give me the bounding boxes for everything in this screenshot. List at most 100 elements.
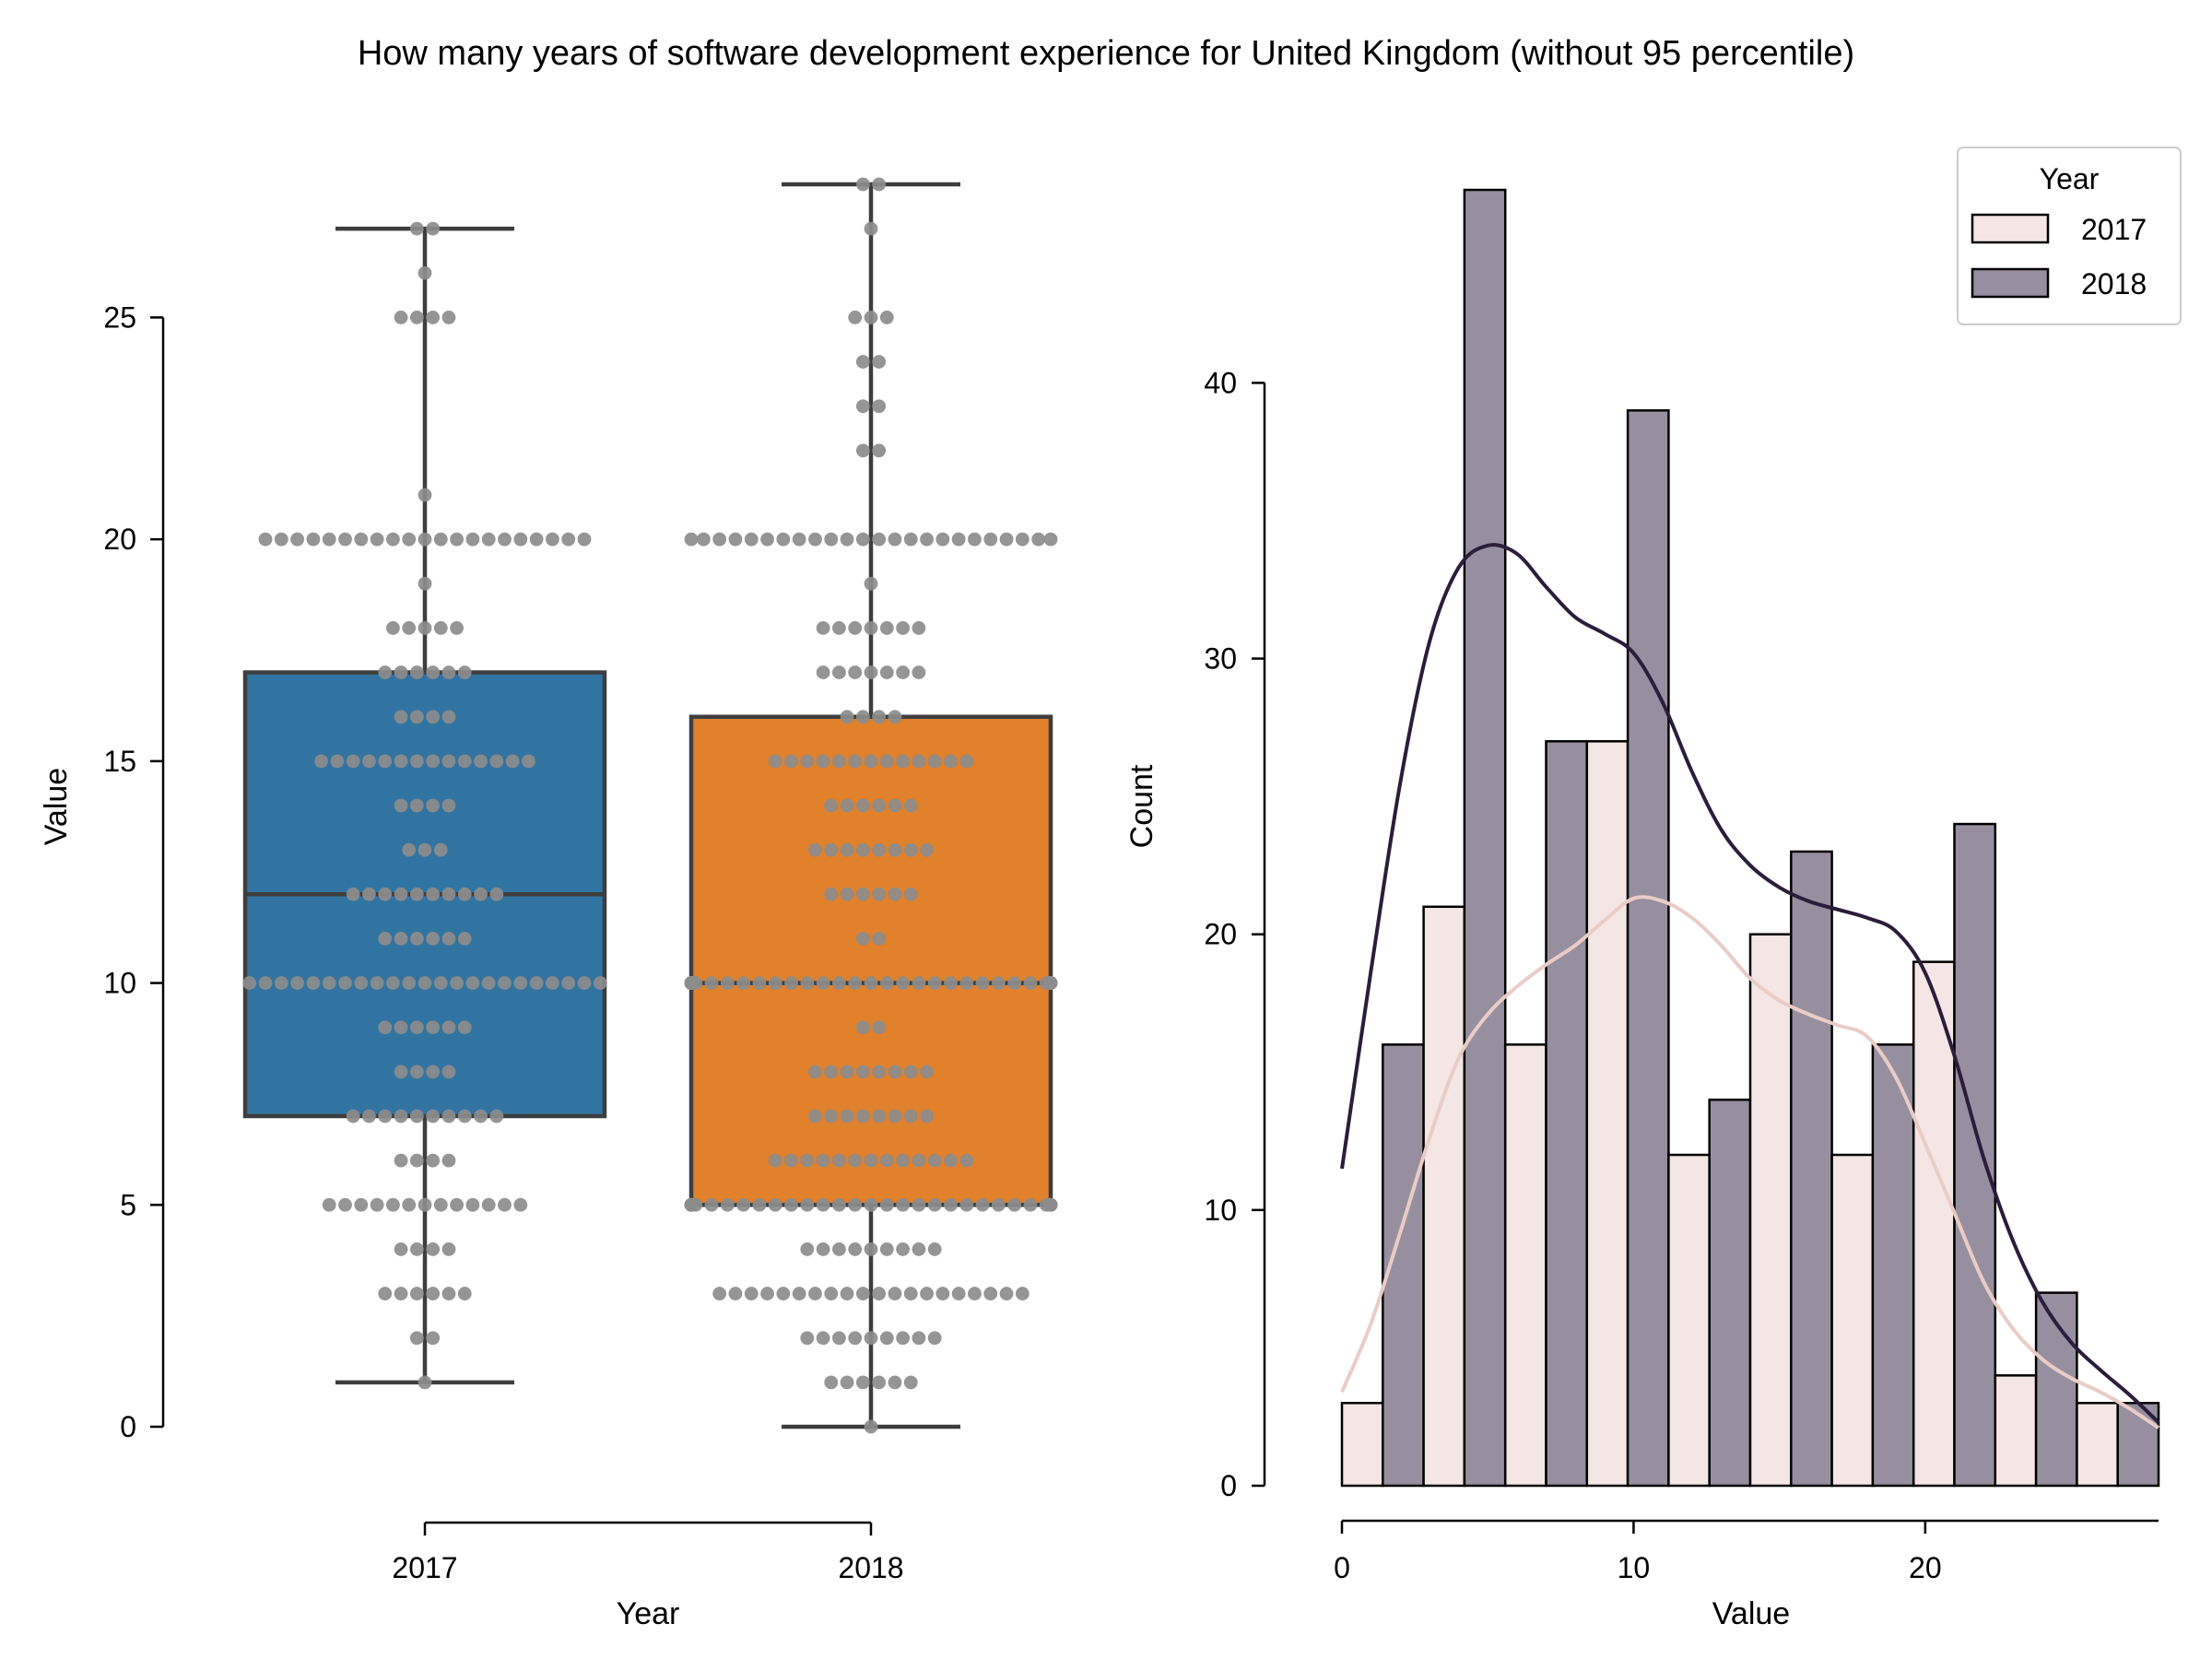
legend-label-2018: 2018 [2081, 267, 2147, 300]
swarm-point-2017 [394, 1287, 408, 1300]
histogram-y-tick-label: 40 [1204, 366, 1237, 399]
swarm-point-2018 [952, 533, 966, 547]
swarm-point-2017 [498, 533, 512, 547]
swarm-point-2017 [426, 1287, 440, 1300]
swarm-point-2017 [394, 888, 408, 901]
swarm-point-2018 [865, 754, 878, 768]
swarm-point-2018 [776, 1287, 790, 1300]
swarm-point-2018 [872, 710, 886, 724]
swarm-point-2018 [808, 1110, 822, 1124]
swarm-point-2017 [418, 976, 432, 990]
swarm-point-2018 [865, 1242, 878, 1256]
histogram-x-tick-label: 20 [1909, 1551, 1942, 1584]
swarm-point-2018 [848, 311, 862, 324]
swarm-point-2017 [410, 1331, 424, 1345]
swarm-point-2017 [474, 888, 488, 901]
swarm-point-2018 [721, 1198, 735, 1212]
swarm-point-2018 [865, 976, 878, 990]
swarm-point-2017 [259, 976, 273, 990]
swarm-point-2017 [394, 799, 408, 813]
histogram-y-tick-label: 20 [1204, 918, 1237, 951]
swarm-point-2017 [450, 1198, 464, 1212]
swarm-point-2018 [935, 1287, 949, 1300]
swarm-point-2017 [307, 533, 321, 547]
swarm-point-2017 [426, 932, 440, 946]
swarm-point-2018 [872, 1110, 886, 1124]
swarm-point-2018 [992, 1198, 1006, 1212]
swarm-point-2018 [856, 1110, 870, 1124]
swarm-point-2018 [856, 355, 870, 369]
histogram-bar-2018 [1873, 1044, 1913, 1486]
swarm-point-2018 [904, 1110, 918, 1124]
swarm-point-2018 [928, 754, 942, 768]
swarm-point-2018 [896, 1331, 910, 1345]
swarm-point-2017 [426, 222, 440, 236]
histogram-x-tick-label: 10 [1618, 1551, 1651, 1584]
swarm-point-2017 [259, 533, 273, 547]
swarm-point-2018 [865, 577, 878, 591]
swarm-point-2017 [434, 976, 448, 990]
swarm-point-2018 [793, 1287, 806, 1300]
swarm-point-2018 [848, 621, 862, 635]
swarm-point-2018 [841, 1110, 854, 1124]
swarm-point-2018 [983, 533, 997, 547]
swarm-point-2017 [458, 1020, 472, 1034]
swarm-point-2017 [474, 754, 488, 768]
swarm-point-2017 [410, 665, 424, 679]
swarm-point-2017 [410, 1020, 424, 1034]
swarm-point-2017 [489, 1110, 503, 1124]
swarm-point-2018 [976, 976, 990, 990]
swarm-point-2018 [800, 1198, 814, 1212]
swarm-point-2018 [1016, 1287, 1030, 1300]
histogram-bar-2017 [2077, 1403, 2117, 1486]
boxplot-y-tick-label: 5 [120, 1188, 136, 1221]
swarm-point-2017 [418, 533, 432, 547]
swarm-point-2017 [458, 888, 472, 901]
swarm-point-2018 [959, 1198, 973, 1212]
swarm-point-2018 [896, 1154, 910, 1168]
swarm-point-2018 [896, 754, 910, 768]
swarm-point-2017 [275, 976, 288, 990]
swarm-point-2017 [458, 1110, 472, 1124]
swarm-point-2018 [848, 754, 862, 768]
swarm-point-2018 [793, 533, 806, 547]
histogram-bar-2017 [1424, 907, 1465, 1486]
swarm-point-2018 [817, 754, 830, 768]
swarm-point-2018 [896, 976, 910, 990]
swarm-point-2017 [418, 621, 432, 635]
swarm-point-2018 [944, 754, 958, 768]
swarm-point-2017 [371, 533, 384, 547]
swarm-point-2018 [745, 1287, 759, 1300]
swarm-point-2018 [685, 976, 699, 990]
swarm-point-2017 [426, 665, 440, 679]
swarm-point-2018 [888, 533, 902, 547]
swarm-point-2018 [856, 888, 870, 901]
swarm-point-2017 [394, 1242, 408, 1256]
swarm-point-2017 [434, 843, 448, 857]
histogram-bar-2018 [1710, 1100, 1750, 1486]
swarm-point-2018 [880, 1198, 894, 1212]
swarm-point-2018 [705, 1198, 719, 1212]
swarm-point-2017 [442, 1020, 456, 1034]
swarm-point-2018 [872, 799, 886, 813]
swarm-point-2017 [466, 976, 480, 990]
swarm-point-2018 [808, 843, 822, 857]
swarm-point-2018 [912, 1331, 926, 1345]
swarm-point-2018 [880, 1242, 894, 1256]
swarm-point-2017 [371, 1198, 384, 1212]
swarm-point-2018 [912, 1154, 926, 1168]
swarm-point-2017 [338, 1198, 352, 1212]
swarm-point-2018 [824, 843, 838, 857]
swarm-point-2018 [824, 1110, 838, 1124]
swarm-point-2018 [928, 1198, 942, 1212]
swarm-point-2017 [442, 799, 456, 813]
swarm-point-2018 [817, 621, 830, 635]
swarm-point-2017 [578, 533, 592, 547]
histogram-bar-2017 [1995, 1375, 2036, 1486]
swarm-point-2017 [442, 665, 456, 679]
histogram-ylabel: Count [1124, 764, 1159, 848]
swarm-point-2017 [347, 754, 360, 768]
swarm-point-2017 [418, 266, 432, 280]
legend-swatch-2018 [1972, 269, 2048, 297]
swarm-point-2018 [841, 843, 854, 857]
